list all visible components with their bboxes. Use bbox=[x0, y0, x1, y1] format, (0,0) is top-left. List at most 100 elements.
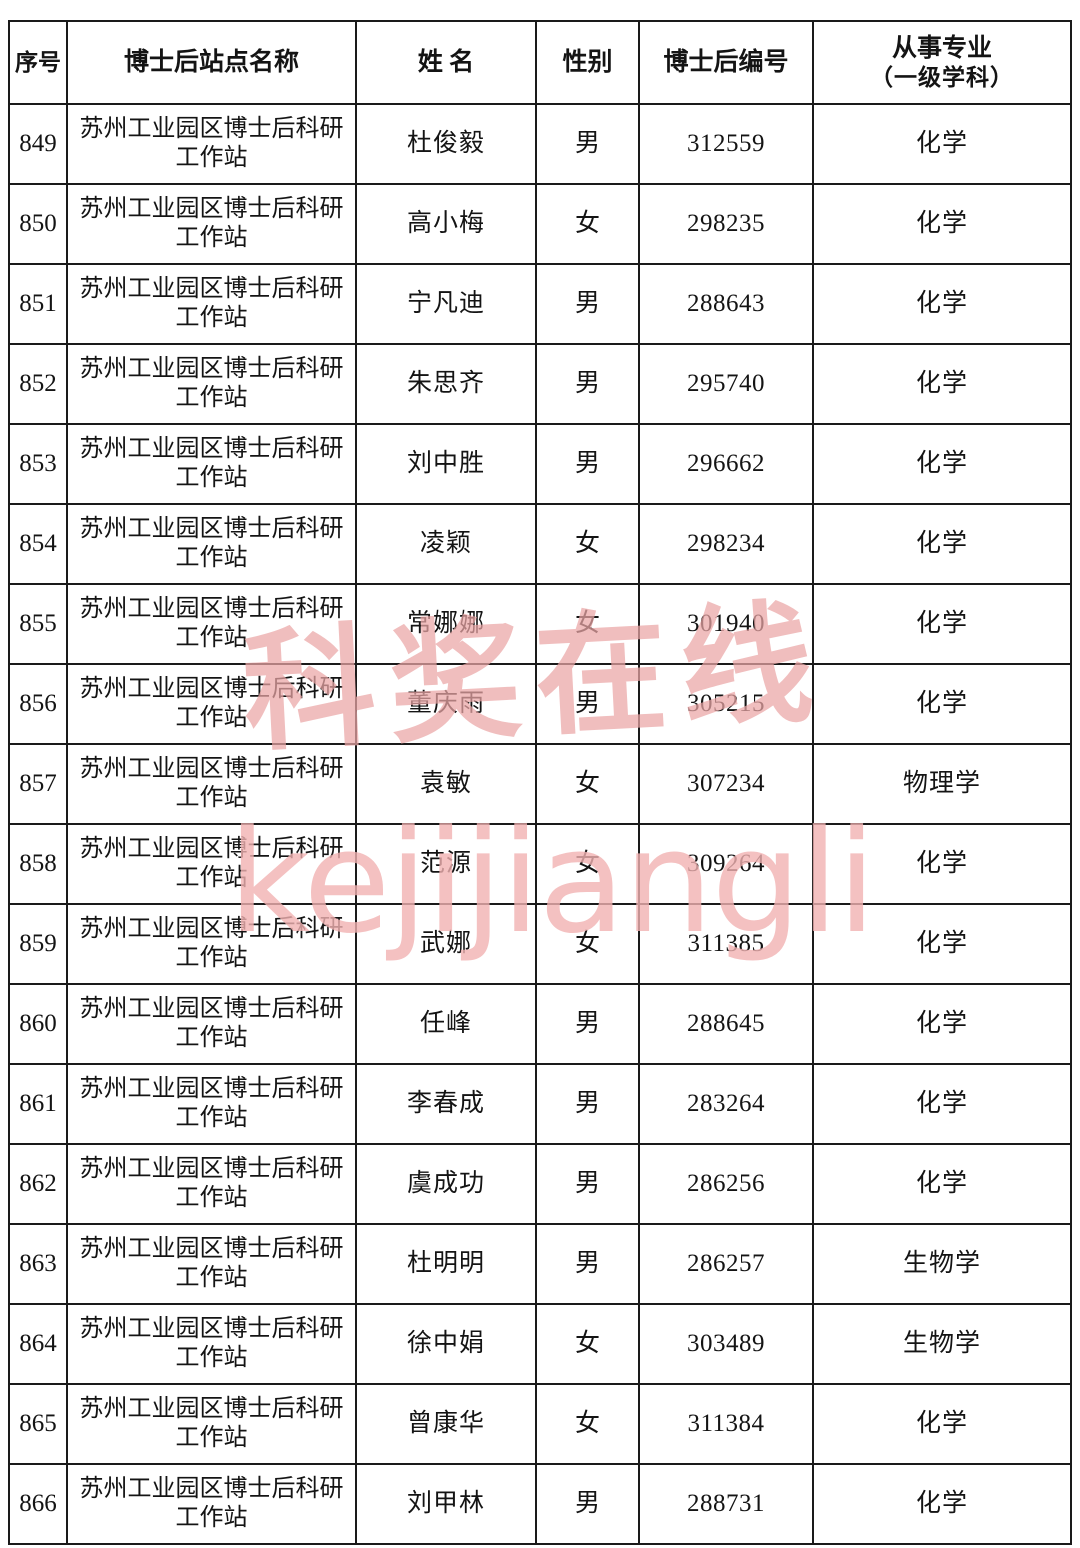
column-header-major-line1: 从事专业 bbox=[891, 35, 992, 63]
cell-station: 苏州工业园区博士后科研工作站 bbox=[66, 663, 357, 745]
cell-name: 袁敏 bbox=[355, 743, 537, 825]
cell-station: 苏州工业园区博士后科研工作站 bbox=[66, 583, 357, 665]
cell-name: 朱思齐 bbox=[355, 343, 537, 425]
cell-major: 化学 bbox=[812, 583, 1072, 665]
cell-gender: 女 bbox=[535, 743, 640, 825]
table-row: 856 苏州工业园区博士后科研工作站 董庆雨男 305215 化学 bbox=[8, 663, 1072, 745]
postdoc-roster-table-container: 序号 博士后站点名称 姓 名 性别 博士后编号 从事专业 （一级学科） 849 苏… bbox=[8, 20, 1072, 1545]
cell-gender: 男 bbox=[535, 1463, 640, 1545]
cell-major: 化学 bbox=[812, 103, 1072, 185]
cell-station: 苏州工业园区博士后科研工作站 bbox=[66, 903, 357, 985]
cell-sequence: 866 bbox=[8, 1463, 68, 1545]
column-header-sequence: 序号 bbox=[8, 20, 68, 105]
cell-sequence: 854 bbox=[8, 503, 68, 585]
cell-sequence: 850 bbox=[8, 183, 68, 265]
cell-major: 生物学 bbox=[812, 1223, 1072, 1305]
cell-name: 刘中胜 bbox=[355, 423, 537, 505]
cell-postdoc-id: 309264 bbox=[638, 823, 814, 905]
column-header-gender: 性别 bbox=[535, 20, 640, 105]
cell-name: 任峰 bbox=[355, 983, 537, 1065]
table-row: 851 苏州工业园区博士后科研工作站 宁凡迪男 288643 化学 bbox=[8, 263, 1072, 345]
cell-major: 生物学 bbox=[812, 1303, 1072, 1385]
table-body: 849 苏州工业园区博士后科研工作站 杜俊毅男 312559 化学 850 苏州工业园区博士… bbox=[8, 103, 1072, 1545]
cell-gender: 男 bbox=[535, 263, 640, 345]
cell-station: 苏州工业园区博士后科研工作站 bbox=[66, 1223, 357, 1305]
cell-major: 化学 bbox=[812, 1063, 1072, 1145]
cell-sequence: 852 bbox=[8, 343, 68, 425]
cell-sequence: 863 bbox=[8, 1223, 68, 1305]
cell-postdoc-id: 295740 bbox=[638, 343, 814, 425]
cell-name: 李春成 bbox=[355, 1063, 537, 1145]
cell-sequence: 853 bbox=[8, 423, 68, 505]
cell-station: 苏州工业园区博士后科研工作站 bbox=[66, 1143, 357, 1225]
cell-postdoc-id: 301940 bbox=[638, 583, 814, 665]
cell-major: 物理学 bbox=[812, 743, 1072, 825]
cell-major: 化学 bbox=[812, 183, 1072, 265]
table-row: 861 苏州工业园区博士后科研工作站 李春成男 283264 化学 bbox=[8, 1063, 1072, 1145]
cell-name: 杜俊毅 bbox=[355, 103, 537, 185]
cell-name: 虞成功 bbox=[355, 1143, 537, 1225]
table-row: 859 苏州工业园区博士后科研工作站 武娜女 311385 化学 bbox=[8, 903, 1072, 985]
cell-major: 化学 bbox=[812, 503, 1072, 585]
cell-postdoc-id: 311385 bbox=[638, 903, 814, 985]
cell-major: 化学 bbox=[812, 663, 1072, 745]
cell-major: 化学 bbox=[812, 263, 1072, 345]
column-header-name: 姓 名 bbox=[355, 20, 537, 105]
cell-gender: 女 bbox=[535, 1303, 640, 1385]
cell-station: 苏州工业园区博士后科研工作站 bbox=[66, 1383, 357, 1465]
table-row: 852 苏州工业园区博士后科研工作站 朱思齐男 295740 化学 bbox=[8, 343, 1072, 425]
cell-postdoc-id: 298235 bbox=[638, 183, 814, 265]
column-header-major: 从事专业 （一级学科） bbox=[812, 20, 1072, 105]
cell-name: 曾康华 bbox=[355, 1383, 537, 1465]
cell-name: 武娜 bbox=[355, 903, 537, 985]
cell-sequence: 851 bbox=[8, 263, 68, 345]
cell-name: 高小梅 bbox=[355, 183, 537, 265]
table-row: 855 苏州工业园区博士后科研工作站 常娜娜女 301940 化学 bbox=[8, 583, 1072, 665]
cell-sequence: 865 bbox=[8, 1383, 68, 1465]
cell-station: 苏州工业园区博士后科研工作站 bbox=[66, 343, 357, 425]
cell-major: 化学 bbox=[812, 983, 1072, 1065]
table-row: 863 苏州工业园区博士后科研工作站 杜明明男 286257 生物学 bbox=[8, 1223, 1072, 1305]
cell-station: 苏州工业园区博士后科研工作站 bbox=[66, 823, 357, 905]
cell-name: 凌颖 bbox=[355, 503, 537, 585]
table-row: 864 苏州工业园区博士后科研工作站 徐中娟女 303489 生物学 bbox=[8, 1303, 1072, 1385]
cell-station: 苏州工业园区博士后科研工作站 bbox=[66, 103, 357, 185]
cell-major: 化学 bbox=[812, 423, 1072, 505]
cell-sequence: 858 bbox=[8, 823, 68, 905]
cell-gender: 女 bbox=[535, 823, 640, 905]
cell-postdoc-id: 283264 bbox=[638, 1063, 814, 1145]
cell-gender: 男 bbox=[535, 1143, 640, 1225]
cell-postdoc-id: 288643 bbox=[638, 263, 814, 345]
cell-gender: 男 bbox=[535, 1223, 640, 1305]
cell-name: 刘甲林 bbox=[355, 1463, 537, 1545]
cell-sequence: 862 bbox=[8, 1143, 68, 1225]
column-header-postdoc-id: 博士后编号 bbox=[638, 20, 814, 105]
cell-postdoc-id: 288731 bbox=[638, 1463, 814, 1545]
cell-major: 化学 bbox=[812, 343, 1072, 425]
cell-station: 苏州工业园区博士后科研工作站 bbox=[66, 1463, 357, 1545]
cell-sequence: 849 bbox=[8, 103, 68, 185]
cell-station: 苏州工业园区博士后科研工作站 bbox=[66, 423, 357, 505]
table-row: 849 苏州工业园区博士后科研工作站 杜俊毅男 312559 化学 bbox=[8, 103, 1072, 185]
table-row: 862 苏州工业园区博士后科研工作站 虞成功男 286256 化学 bbox=[8, 1143, 1072, 1225]
cell-gender: 女 bbox=[535, 1383, 640, 1465]
cell-postdoc-id: 298234 bbox=[638, 503, 814, 585]
cell-sequence: 860 bbox=[8, 983, 68, 1065]
cell-gender: 女 bbox=[535, 583, 640, 665]
column-header-major-line2: （一级学科） bbox=[870, 64, 1014, 90]
cell-sequence: 861 bbox=[8, 1063, 68, 1145]
table-row: 857 苏州工业园区博士后科研工作站 袁敏女 307234 物理学 bbox=[8, 743, 1072, 825]
cell-gender: 男 bbox=[535, 103, 640, 185]
cell-gender: 女 bbox=[535, 903, 640, 985]
cell-name: 徐中娟 bbox=[355, 1303, 537, 1385]
table-row: 853 苏州工业园区博士后科研工作站 刘中胜男 296662 化学 bbox=[8, 423, 1072, 505]
cell-gender: 男 bbox=[535, 423, 640, 505]
column-header-station: 博士后站点名称 bbox=[66, 20, 357, 105]
cell-postdoc-id: 288645 bbox=[638, 983, 814, 1065]
cell-postdoc-id: 286257 bbox=[638, 1223, 814, 1305]
cell-sequence: 857 bbox=[8, 743, 68, 825]
cell-gender: 男 bbox=[535, 983, 640, 1065]
cell-gender: 男 bbox=[535, 1063, 640, 1145]
table-row: 865 苏州工业园区博士后科研工作站 曾康华女 311384 化学 bbox=[8, 1383, 1072, 1465]
cell-station: 苏州工业园区博士后科研工作站 bbox=[66, 183, 357, 265]
